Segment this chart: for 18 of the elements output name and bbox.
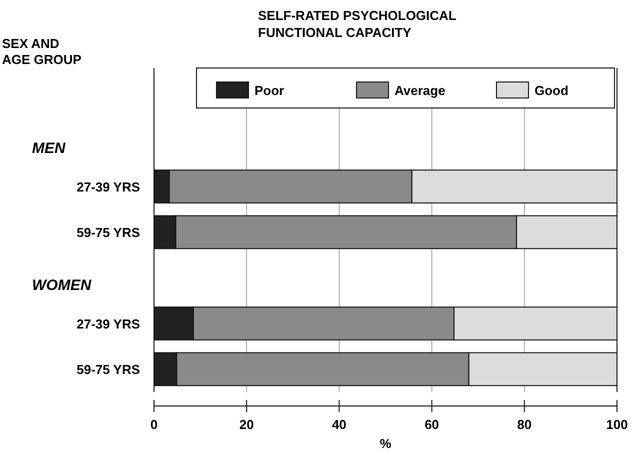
legend-label: Average (394, 83, 446, 98)
x-tick-label: 80 (517, 417, 532, 432)
text: MEN (32, 140, 66, 157)
y-tick-label: 59-75 YRS (76, 225, 140, 240)
x-axis-title: % (380, 436, 392, 451)
y-tick-label: 27-39 YRS (76, 316, 140, 332)
text: WOMEN (32, 276, 92, 294)
legend-label: Good (534, 83, 568, 98)
x-tick-label: 100 (606, 417, 628, 432)
legend-label: Poor (254, 83, 284, 98)
chart-title: SELF-RATED PSYCHOLOGICAL FUNCTIONAL CAPACITY (258, 8, 456, 40)
text: SEX AND AGE GROUP (2, 36, 82, 67)
y-tick-label: 27-39 YRS (76, 180, 140, 194)
x-tick-label: 0 (150, 417, 158, 432)
x-tick-label: 20 (239, 417, 254, 432)
x-tick-label: 40 (332, 417, 346, 432)
y-tick-label: 59-75 YRS (76, 362, 140, 378)
x-tick-label: 60 (424, 417, 440, 432)
